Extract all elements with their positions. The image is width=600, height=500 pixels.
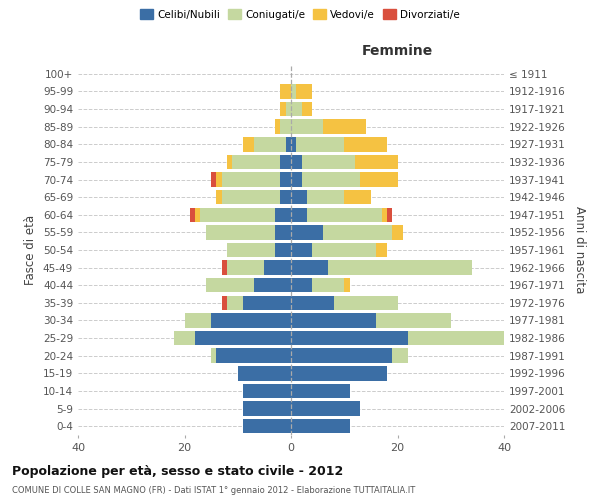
Bar bbox=[280, 102, 286, 117]
Bar bbox=[392, 225, 403, 240]
Bar bbox=[291, 243, 313, 257]
Bar bbox=[211, 172, 217, 186]
Bar bbox=[376, 243, 387, 257]
Bar bbox=[227, 243, 275, 257]
Bar bbox=[174, 331, 195, 345]
Bar bbox=[291, 296, 334, 310]
Bar bbox=[344, 190, 371, 204]
Text: Femmine: Femmine bbox=[362, 44, 433, 58]
Bar bbox=[227, 296, 243, 310]
Bar bbox=[313, 243, 376, 257]
Bar bbox=[376, 314, 451, 328]
Bar bbox=[307, 208, 382, 222]
Bar bbox=[302, 172, 360, 186]
Bar bbox=[291, 348, 392, 363]
Bar bbox=[408, 331, 504, 345]
Bar bbox=[291, 384, 350, 398]
Bar bbox=[280, 172, 291, 186]
Bar bbox=[222, 172, 280, 186]
Bar bbox=[217, 348, 291, 363]
Y-axis label: Fasce di età: Fasce di età bbox=[25, 215, 37, 285]
Bar bbox=[238, 366, 291, 380]
Bar bbox=[302, 102, 312, 117]
Bar bbox=[206, 225, 275, 240]
Bar bbox=[291, 208, 307, 222]
Bar bbox=[344, 278, 350, 292]
Bar bbox=[275, 208, 291, 222]
Bar bbox=[328, 260, 472, 275]
Bar bbox=[211, 314, 291, 328]
Bar bbox=[190, 208, 195, 222]
Bar bbox=[392, 348, 408, 363]
Bar bbox=[296, 84, 313, 98]
Bar bbox=[344, 137, 387, 152]
Text: Popolazione per età, sesso e stato civile - 2012: Popolazione per età, sesso e stato civil… bbox=[12, 464, 343, 477]
Y-axis label: Anni di nascita: Anni di nascita bbox=[574, 206, 586, 294]
Bar bbox=[291, 225, 323, 240]
Bar bbox=[302, 154, 355, 169]
Bar bbox=[291, 84, 296, 98]
Bar bbox=[195, 331, 291, 345]
Bar bbox=[387, 208, 392, 222]
Bar bbox=[291, 260, 328, 275]
Bar bbox=[291, 419, 350, 434]
Bar bbox=[291, 190, 307, 204]
Bar bbox=[217, 190, 222, 204]
Bar bbox=[275, 120, 280, 134]
Bar bbox=[286, 102, 291, 117]
Bar bbox=[382, 208, 387, 222]
Bar bbox=[291, 154, 302, 169]
Bar bbox=[254, 278, 291, 292]
Bar bbox=[280, 154, 291, 169]
Bar bbox=[323, 120, 365, 134]
Legend: Celibi/Nubili, Coniugati/e, Vedovi/e, Divorziati/e: Celibi/Nubili, Coniugati/e, Vedovi/e, Di… bbox=[136, 5, 464, 24]
Bar bbox=[334, 296, 398, 310]
Bar bbox=[185, 314, 211, 328]
Bar bbox=[291, 314, 376, 328]
Bar bbox=[200, 208, 275, 222]
Bar bbox=[291, 137, 296, 152]
Bar bbox=[291, 172, 302, 186]
Bar bbox=[232, 154, 280, 169]
Bar bbox=[307, 190, 344, 204]
Bar bbox=[243, 296, 291, 310]
Bar bbox=[275, 243, 291, 257]
Bar bbox=[254, 137, 286, 152]
Bar bbox=[227, 260, 265, 275]
Bar bbox=[211, 348, 217, 363]
Bar bbox=[195, 208, 200, 222]
Bar bbox=[275, 225, 291, 240]
Bar bbox=[286, 137, 291, 152]
Bar bbox=[280, 190, 291, 204]
Bar bbox=[360, 172, 398, 186]
Bar bbox=[222, 260, 227, 275]
Bar bbox=[243, 137, 254, 152]
Bar bbox=[243, 384, 291, 398]
Bar bbox=[291, 120, 323, 134]
Bar bbox=[206, 278, 254, 292]
Bar bbox=[291, 402, 360, 416]
Bar bbox=[323, 225, 392, 240]
Bar bbox=[280, 84, 291, 98]
Bar bbox=[291, 331, 408, 345]
Bar bbox=[227, 154, 232, 169]
Bar bbox=[291, 102, 302, 117]
Bar bbox=[291, 278, 313, 292]
Bar bbox=[243, 402, 291, 416]
Bar bbox=[313, 278, 344, 292]
Text: COMUNE DI COLLE SAN MAGNO (FR) - Dati ISTAT 1° gennaio 2012 - Elaborazione TUTTA: COMUNE DI COLLE SAN MAGNO (FR) - Dati IS… bbox=[12, 486, 415, 495]
Bar bbox=[355, 154, 398, 169]
Bar bbox=[265, 260, 291, 275]
Bar bbox=[222, 296, 227, 310]
Bar bbox=[243, 419, 291, 434]
Bar bbox=[280, 120, 291, 134]
Bar bbox=[296, 137, 344, 152]
Bar bbox=[222, 190, 280, 204]
Bar bbox=[217, 172, 222, 186]
Bar bbox=[291, 366, 387, 380]
